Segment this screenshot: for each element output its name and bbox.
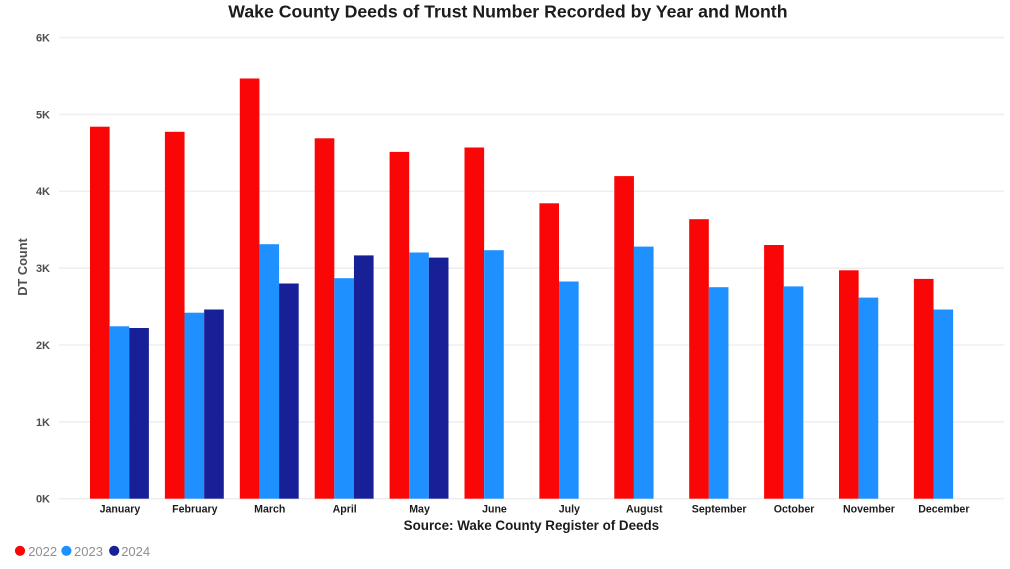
svg-text:March: March <box>254 504 285 516</box>
svg-text:1K: 1K <box>36 417 50 429</box>
svg-text:0K: 0K <box>36 494 50 506</box>
svg-text:July: July <box>559 504 580 516</box>
svg-text:June: June <box>482 504 507 516</box>
svg-text:May: May <box>409 504 430 516</box>
svg-text:December: December <box>918 504 969 516</box>
svg-text:4K: 4K <box>36 186 50 198</box>
svg-text:2023: 2023 <box>74 544 103 559</box>
svg-text:2024: 2024 <box>121 544 150 559</box>
svg-text:5K: 5K <box>36 109 50 121</box>
svg-text:3K: 3K <box>36 263 50 275</box>
svg-text:September: September <box>692 504 747 516</box>
svg-text:April: April <box>333 504 357 516</box>
svg-text:January: January <box>100 504 141 516</box>
svg-text:Source: Wake County Register o: Source: Wake County Register of Deeds <box>404 518 659 533</box>
svg-text:August: August <box>626 504 663 516</box>
svg-text:February: February <box>172 504 217 516</box>
svg-text:6K: 6K <box>36 33 50 45</box>
svg-text:2022: 2022 <box>28 544 57 559</box>
svg-text:Wake County Deeds of Trust Num: Wake County Deeds of Trust Number Record… <box>228 2 787 22</box>
svg-text:October: October <box>774 504 815 516</box>
svg-text:DT Count: DT Count <box>15 237 30 295</box>
svg-text:November: November <box>843 504 895 516</box>
svg-text:2K: 2K <box>36 340 50 352</box>
